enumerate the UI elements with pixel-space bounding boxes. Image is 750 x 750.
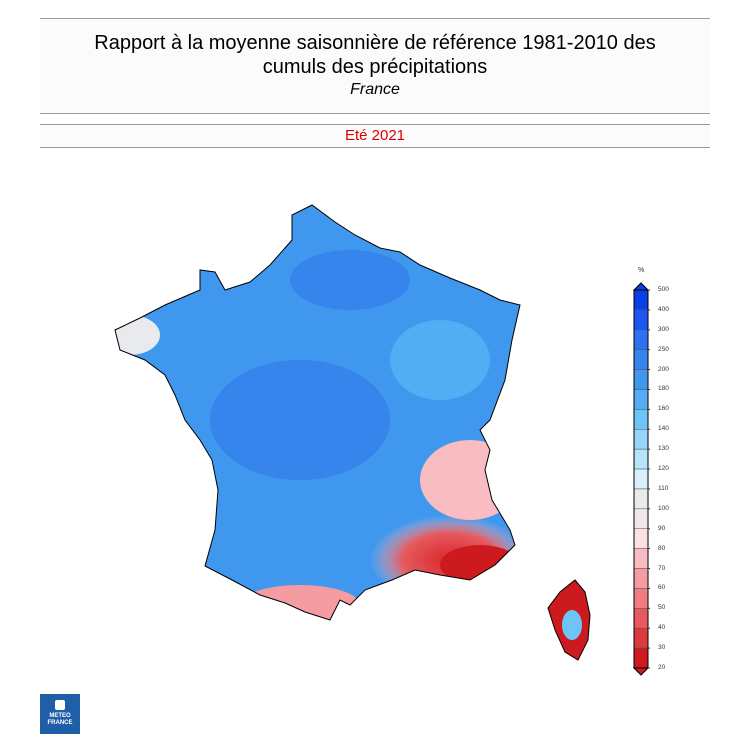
meteo-france-logo: METEO FRANCE: [40, 694, 80, 734]
corsica: [548, 580, 590, 660]
legend-band: [633, 349, 649, 370]
legend-tick-label: 90: [658, 524, 666, 532]
legend-band: [633, 488, 649, 510]
legend-band: [633, 627, 649, 649]
legend-tick-label: 200: [658, 365, 669, 373]
legend-tick-label: 130: [658, 445, 669, 453]
legend-tick-label: 20: [658, 664, 666, 671]
mainland-france: [115, 205, 520, 620]
legend-band: [633, 369, 649, 390]
legend-tick-label: 100: [658, 504, 669, 512]
legend-band: [633, 389, 649, 410]
legend-band: [633, 329, 649, 350]
legend-band: [633, 508, 649, 529]
legend-band: [633, 468, 649, 490]
legend-max-arrow: [632, 282, 650, 291]
legend-tick-label: 70: [658, 564, 666, 572]
season-box: Eté 2021: [40, 124, 710, 148]
legend-bar: [632, 282, 650, 676]
color-legend: % 500 400 300 250 200 180 160 140 130 120 110 100 90…: [600, 265, 680, 685]
legend-band: [633, 528, 649, 549]
legend-tick-label: 250: [658, 345, 669, 353]
legend-tick-label: 30: [658, 644, 666, 652]
legend-band: [633, 429, 649, 450]
map-title: Rapport à la moyenne saisonnière de réfé…: [94, 32, 656, 78]
legend-tick-label: 140: [658, 425, 669, 433]
legend-tick-label: 400: [658, 305, 669, 313]
map-region: France: [350, 81, 400, 98]
legend-band: [633, 608, 649, 629]
legend-tick-label: 120: [658, 465, 669, 473]
legend-band: [633, 289, 649, 311]
legend-unit: %: [638, 267, 645, 274]
legend-tick-label: 80: [658, 544, 666, 552]
legend-band: [633, 588, 649, 609]
legend-tick-label: 160: [658, 405, 669, 413]
legend-band: [633, 448, 649, 470]
title-box: Rapport à la moyenne saisonnière de réfé…: [40, 18, 710, 114]
legend-min-arrow: [632, 667, 650, 676]
legend-band: [633, 548, 649, 569]
legend-tick-label: 500: [658, 286, 669, 293]
legend-tick-label: 180: [658, 385, 669, 393]
legend-tick-label: 50: [658, 604, 666, 612]
season-label: Eté 2021: [344, 127, 406, 144]
legend-band: [633, 568, 649, 589]
legend-tick-label: 300: [658, 325, 669, 333]
legend-band: [633, 647, 649, 669]
legend-band: [633, 309, 649, 331]
legend-tick-label: 110: [658, 484, 669, 492]
legend-tick-label: 60: [658, 584, 666, 592]
legend-band: [633, 409, 649, 430]
legend-tick-label: 40: [658, 624, 666, 632]
